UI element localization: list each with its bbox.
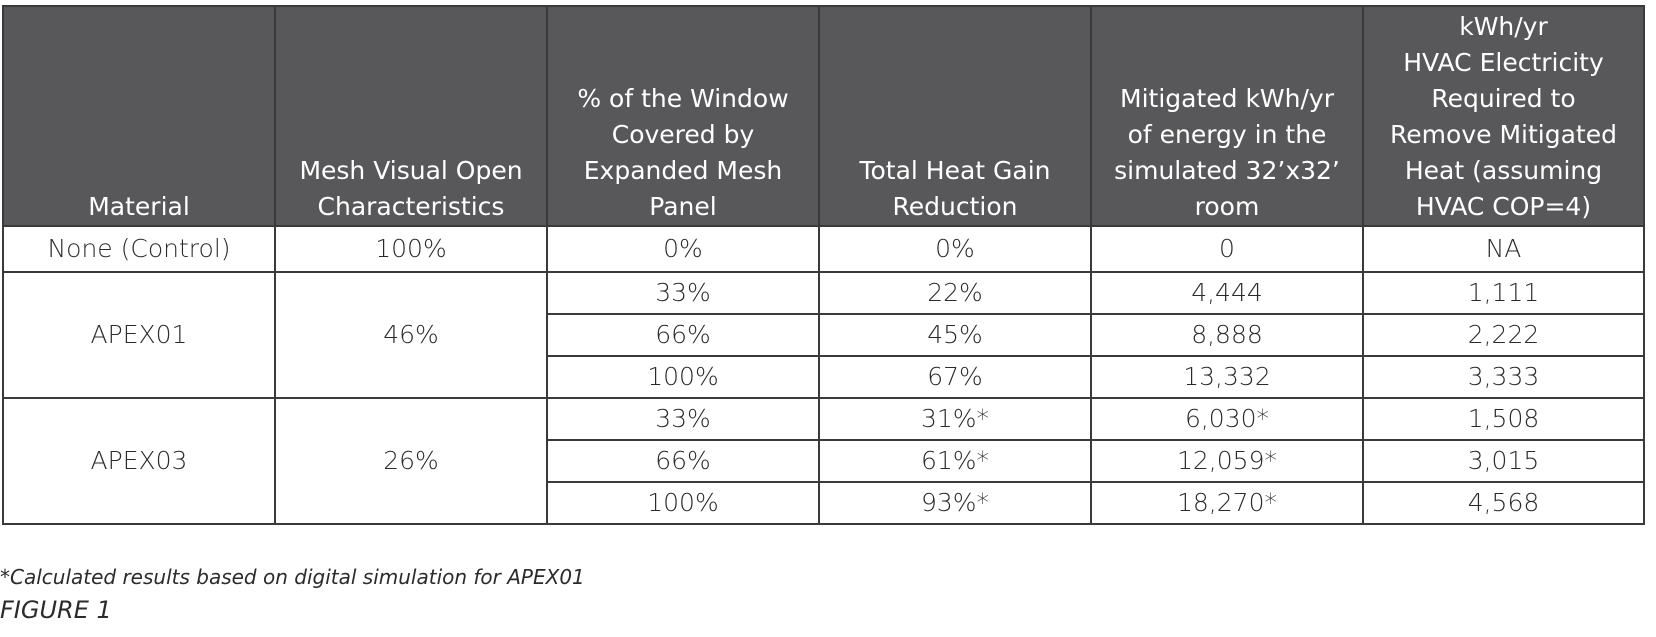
cell-hvac: 1,111	[1362, 271, 1645, 315]
header-heat-gain-reduction: Total Heat Gain Reduction	[818, 5, 1092, 227]
cell-hvac: 1,508	[1362, 397, 1645, 441]
table-row: 66% 61%* 12,059* 3,015	[3, 439, 1645, 483]
results-table-container: Material Mesh Visual Open Characteristic…	[2, 5, 1645, 525]
footnote: *Calculated results based on digital sim…	[0, 565, 585, 589]
table-row: 100% 67% 13,332 3,333	[3, 355, 1645, 399]
header-row: Material Mesh Visual Open Characteristic…	[2, 5, 1645, 227]
cell-covered: 100%	[546, 481, 820, 525]
cell-covered: 33%	[546, 397, 820, 441]
cell-material: APEX01	[2, 271, 276, 399]
cell-hvac: 3,333	[1362, 355, 1645, 399]
figure-label: FIGURE 1	[0, 596, 112, 624]
cell-mitigated: 4,444	[1090, 271, 1364, 315]
cell-reduction: 93%*	[818, 481, 1092, 525]
cell-covered: 0%	[546, 225, 820, 273]
cell-reduction: 0%	[818, 225, 1092, 273]
cell-mitigated: 6,030*	[1090, 397, 1364, 441]
header-window-covered: % of the Window Covered by Expanded Mesh…	[546, 5, 820, 227]
cell-open: 100%	[274, 225, 548, 273]
header-material: Material	[2, 5, 276, 227]
cell-open: 26%	[274, 397, 548, 525]
cell-covered: 100%	[546, 355, 820, 399]
cell-covered: 66%	[546, 439, 820, 483]
cell-covered: 33%	[546, 271, 820, 315]
table-row: 100% 93%* 18,270* 4,568	[3, 481, 1645, 525]
cell-covered: 66%	[546, 313, 820, 357]
cell-material: None (Control)	[2, 225, 276, 273]
cell-reduction: 31%*	[818, 397, 1092, 441]
table-row: APEX03 26% 33% 31%* 6,030* 1,508	[2, 397, 1645, 525]
header-mesh-visual-open: Mesh Visual Open Characteristics	[274, 5, 548, 227]
table-row-control: None (Control) 100% 0% 0% 0 NA	[2, 225, 1645, 273]
cell-material: APEX03	[2, 397, 276, 525]
header-hvac-electricity: kWh/yr HVAC Electricity Required to Remo…	[1362, 5, 1645, 227]
cell-hvac: 2,222	[1362, 313, 1645, 357]
cell-open: 46%	[274, 271, 548, 399]
results-table: Material Mesh Visual Open Characteristic…	[2, 5, 1645, 525]
header-mitigated-kwh: Mitigated kWh/yr of energy in the simula…	[1090, 5, 1364, 227]
cell-hvac: NA	[1362, 225, 1645, 273]
cell-hvac: 3,015	[1362, 439, 1645, 483]
cell-mitigated: 18,270*	[1090, 481, 1364, 525]
cell-reduction: 45%	[818, 313, 1092, 357]
table-row: 66% 45% 8,888 2,222	[3, 313, 1645, 357]
cell-mitigated: 12,059*	[1090, 439, 1364, 483]
cell-mitigated: 0	[1090, 225, 1364, 273]
cell-hvac: 4,568	[1362, 481, 1645, 525]
cell-reduction: 22%	[818, 271, 1092, 315]
cell-mitigated: 13,332	[1090, 355, 1364, 399]
cell-reduction: 61%*	[818, 439, 1092, 483]
table-row: APEX01 46% 33% 22% 4,444 1,111	[2, 271, 1645, 399]
cell-reduction: 67%	[818, 355, 1092, 399]
cell-mitigated: 8,888	[1090, 313, 1364, 357]
